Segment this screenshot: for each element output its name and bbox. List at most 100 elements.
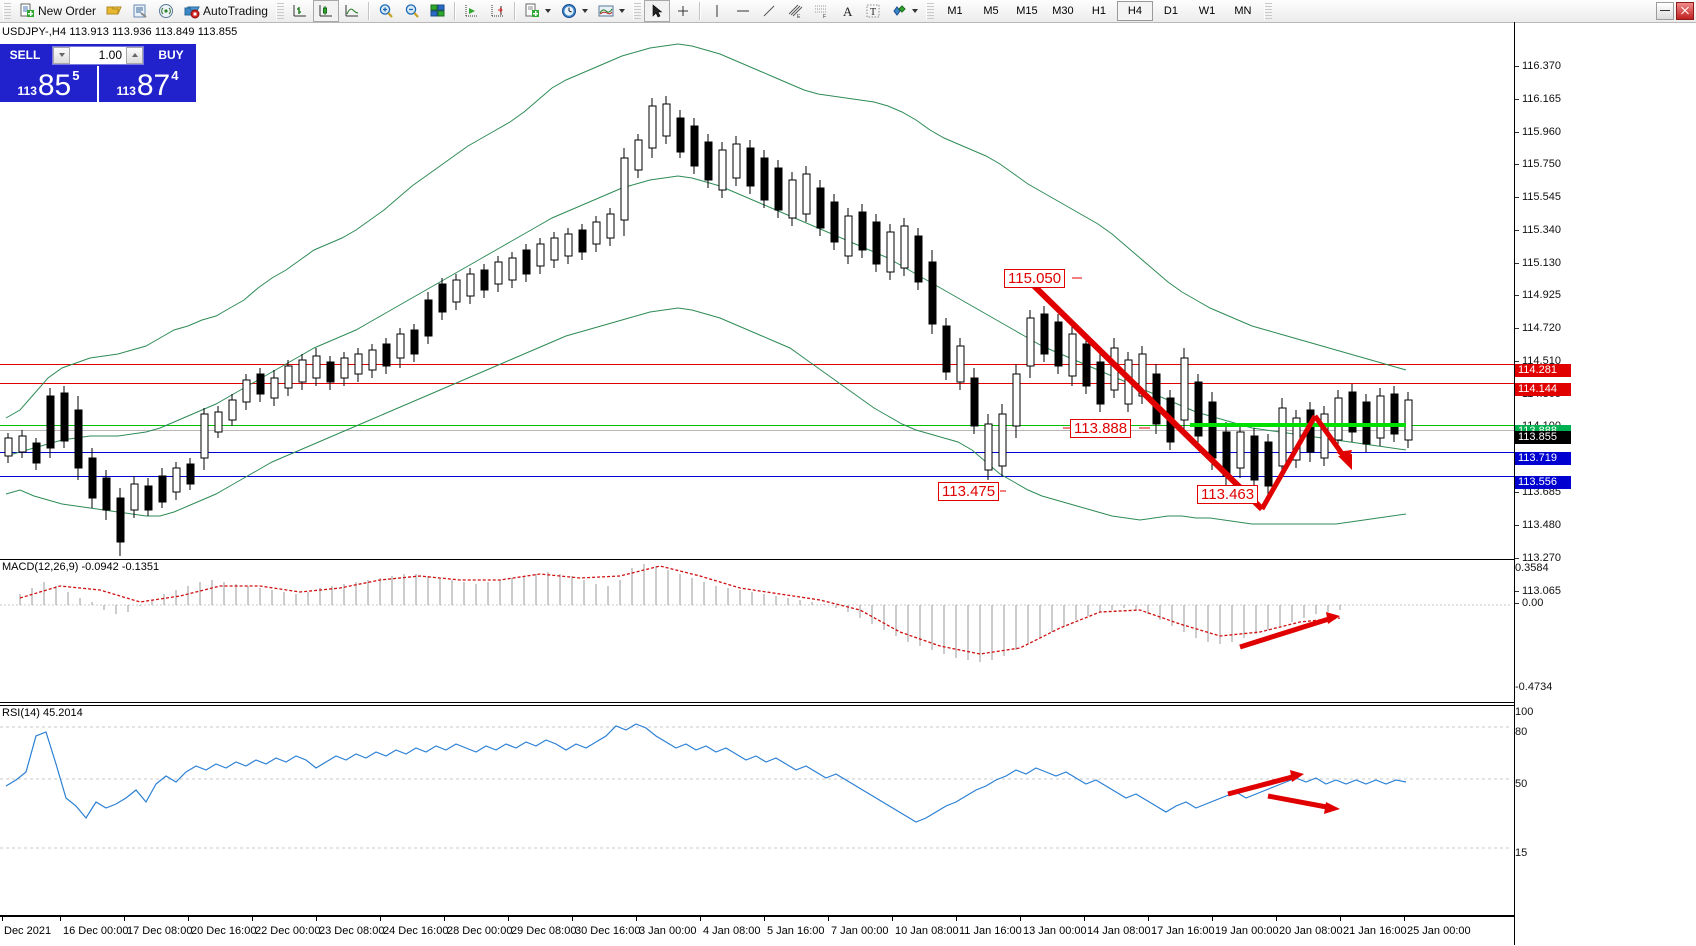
rsi-pane[interactable]: RSI(14) 45.2014 [0, 705, 1515, 917]
vertical-line-button[interactable] [704, 0, 730, 22]
time-label-7: 28 Dec 00:00 [447, 925, 513, 937]
time-label-18: 17 Jan 16:00 [1151, 925, 1215, 937]
new-order-button[interactable]: New Order [14, 0, 101, 22]
timeframe-d1[interactable]: D1 [1163, 5, 1178, 17]
templates-button[interactable] [593, 0, 630, 22]
timeframe-w1[interactable]: W1 [1198, 5, 1216, 17]
toolbar-separator-4 [698, 2, 701, 20]
toolbar-grip-2[interactable] [275, 2, 284, 20]
rsi-label: RSI(14) 45.2014 [2, 707, 83, 719]
rsi-arrows [1227, 770, 1340, 814]
bar-chart-button[interactable] [287, 0, 313, 22]
zoom-in-button[interactable] [373, 0, 399, 22]
timeframe-h4[interactable]: H4 [1116, 1, 1153, 21]
volume-input[interactable]: 1.00 [98, 48, 122, 62]
auto-scroll-button[interactable] [459, 0, 485, 22]
history-button[interactable] [127, 0, 153, 22]
shapes-button[interactable] [886, 0, 923, 22]
autotrading-button[interactable]: AutoTrading [179, 0, 273, 22]
analysis-arrows [1023, 275, 1352, 512]
rsi-tick-3: 15 [1515, 847, 1528, 859]
time-label-6: 24 Dec 16:00 [383, 925, 449, 937]
buy-price-fraction: 4 [171, 68, 179, 83]
crosshair-icon [677, 6, 688, 16]
buy-button[interactable]: 113 87 4 [99, 66, 196, 102]
signal-button[interactable] [153, 0, 179, 22]
periods-button[interactable] [556, 0, 593, 22]
rsi-tick-0: 100 [1515, 706, 1534, 718]
timeframe-m30[interactable]: M30 [1052, 5, 1074, 17]
price-scale[interactable]: 116.370 116.165 115.960 115.750 115.545 … [1514, 22, 1696, 945]
macd-tick-0: 0.3584 [1515, 562, 1549, 574]
zoom-in-icon [379, 4, 393, 18]
buy-price-prefix: 113 [116, 84, 136, 98]
time-label-0: Dec 2021 [4, 925, 52, 937]
macd-pane[interactable]: MACD(12,26,9) -0.0942 -0.1351 [0, 559, 1515, 703]
trendline-button[interactable] [756, 0, 782, 22]
candlestick-series [4, 43, 1413, 556]
time-label-1: 16 Dec 00:00 [63, 925, 129, 937]
tile-windows-icon [430, 4, 445, 17]
timeframe-m15[interactable]: M15 [1016, 5, 1038, 17]
folder-button[interactable] [101, 0, 127, 22]
crosshair-button[interactable] [670, 0, 696, 22]
volume-increment-button[interactable] [126, 46, 143, 64]
toolbar-grip-3[interactable] [632, 2, 641, 20]
time-label-16: 13 Jan 00:00 [1023, 925, 1087, 937]
horizontal-line-button[interactable] [730, 0, 756, 22]
level-line-113-888 [0, 425, 1514, 426]
time-label-2: 17 Dec 08:00 [127, 925, 193, 937]
time-label-17: 14 Jan 08:00 [1087, 925, 1151, 937]
buy-label: BUY [158, 48, 184, 62]
history-icon [133, 4, 147, 18]
cursor-button[interactable] [643, 0, 670, 22]
timeframe-m1[interactable]: M1 [947, 5, 963, 17]
time-label-5: 23 Dec 08:00 [319, 925, 385, 937]
fibonacci-button[interactable]: F [808, 0, 834, 22]
timeframe-h1[interactable]: H1 [1091, 5, 1106, 17]
volume-decrement-button[interactable] [53, 46, 70, 64]
time-label-4: 22 Dec 00:00 [255, 925, 321, 937]
text-label-button[interactable]: T [860, 0, 886, 22]
equidistant-channel-button[interactable]: E [782, 0, 808, 22]
minimize-button[interactable] [1656, 2, 1674, 20]
chevron-down-icon[interactable] [911, 9, 918, 13]
price-pane[interactable]: 115.050 113.888 113.475 113.463 [0, 38, 1515, 556]
toolbar-separator-2 [453, 2, 456, 20]
one-click-trading-panel[interactable]: SELL 1.00 BUY 113 85 5 113 87 4 [0, 44, 196, 102]
time-label-11: 4 Jan 08:00 [703, 925, 761, 937]
macd-arrow [1239, 612, 1340, 650]
templates-icon [598, 5, 614, 17]
order-panel-top-row: SELL 1.00 BUY [0, 44, 196, 66]
chevron-down-icon[interactable] [581, 9, 588, 13]
macd-label: MACD(12,26,9) -0.0942 -0.1351 [2, 561, 160, 573]
time-label-22: 25 Jan 00:00 [1407, 925, 1471, 937]
time-label-21: 21 Jan 16:00 [1343, 925, 1407, 937]
chart-shift-button[interactable] [485, 0, 511, 22]
chevron-down-icon[interactable] [618, 9, 625, 13]
timeframe-m5[interactable]: M5 [983, 5, 999, 17]
tile-windows-button[interactable] [425, 0, 451, 22]
text-button[interactable]: A [834, 0, 860, 22]
timeframe-mn[interactable]: MN [1234, 5, 1252, 17]
toolbar-grip[interactable] [3, 2, 11, 20]
chevron-down-icon[interactable] [544, 9, 551, 13]
chart-container[interactable]: 115.050 113.888 113.475 113.463 MACD(12,… [0, 22, 1696, 945]
candlestick-chart-button[interactable] [312, 0, 339, 22]
rsi-series [0, 723, 1512, 849]
svg-text:A: A [843, 4, 853, 19]
equidistant-channel-icon: E [788, 4, 803, 19]
indicators-button[interactable] [519, 0, 556, 22]
clock-icon [561, 4, 576, 18]
line-chart-icon [345, 5, 358, 17]
text-icon: A [843, 4, 853, 19]
svg-text:T: T [870, 7, 876, 18]
main-toolbar: New Order AutoTrading [0, 0, 1696, 23]
sell-button[interactable]: 113 85 5 [0, 66, 97, 102]
volume-stepper[interactable]: 1.00 [52, 45, 144, 65]
toolbar-grip-5[interactable] [1263, 2, 1272, 20]
close-button[interactable] [1676, 2, 1694, 20]
toolbar-grip-4[interactable] [925, 2, 934, 20]
line-chart-button[interactable] [339, 0, 365, 22]
zoom-out-button[interactable] [399, 0, 425, 22]
